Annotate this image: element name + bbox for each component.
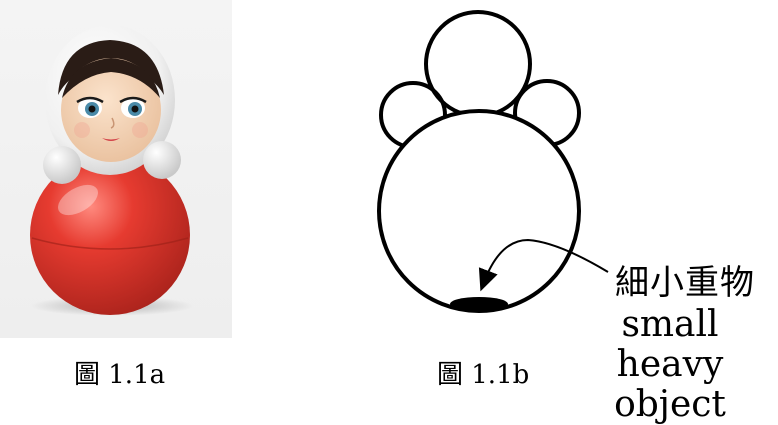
- label-chinese: 細小重物: [615, 263, 755, 303]
- doll-face: [61, 58, 161, 162]
- tumbler-diagram-svg: [377, 10, 609, 313]
- tumbler-doll-illustration: [30, 25, 194, 316]
- label-english: small heavy object: [614, 304, 726, 425]
- tumbler-diagram: [355, 0, 778, 404]
- left-pupil: [88, 105, 96, 113]
- doll-hair: [58, 40, 164, 95]
- doll-fringe: [62, 58, 160, 98]
- caption-figure-a: 圖 1.1a: [74, 360, 166, 390]
- pointer-arrow: [478, 238, 609, 292]
- left-lash: [76, 96, 104, 104]
- tumbler-doll-photo: [0, 0, 232, 338]
- heavy-weight: [450, 297, 508, 311]
- caption-figure-b: 圖 1.1b: [437, 360, 530, 390]
- right-cheek: [132, 122, 148, 138]
- body-seam: [31, 237, 189, 250]
- doll-nose: [110, 117, 115, 129]
- left-cheek: [74, 122, 90, 138]
- right-lash: [119, 96, 147, 104]
- doll-body: [30, 155, 190, 315]
- doll-mouth: [102, 138, 120, 141]
- right-pupil: [131, 105, 139, 113]
- right-hand: [143, 141, 181, 179]
- left-hand: [43, 146, 81, 184]
- diagram-body-circle: [377, 109, 581, 313]
- body-highlight: [58, 184, 98, 216]
